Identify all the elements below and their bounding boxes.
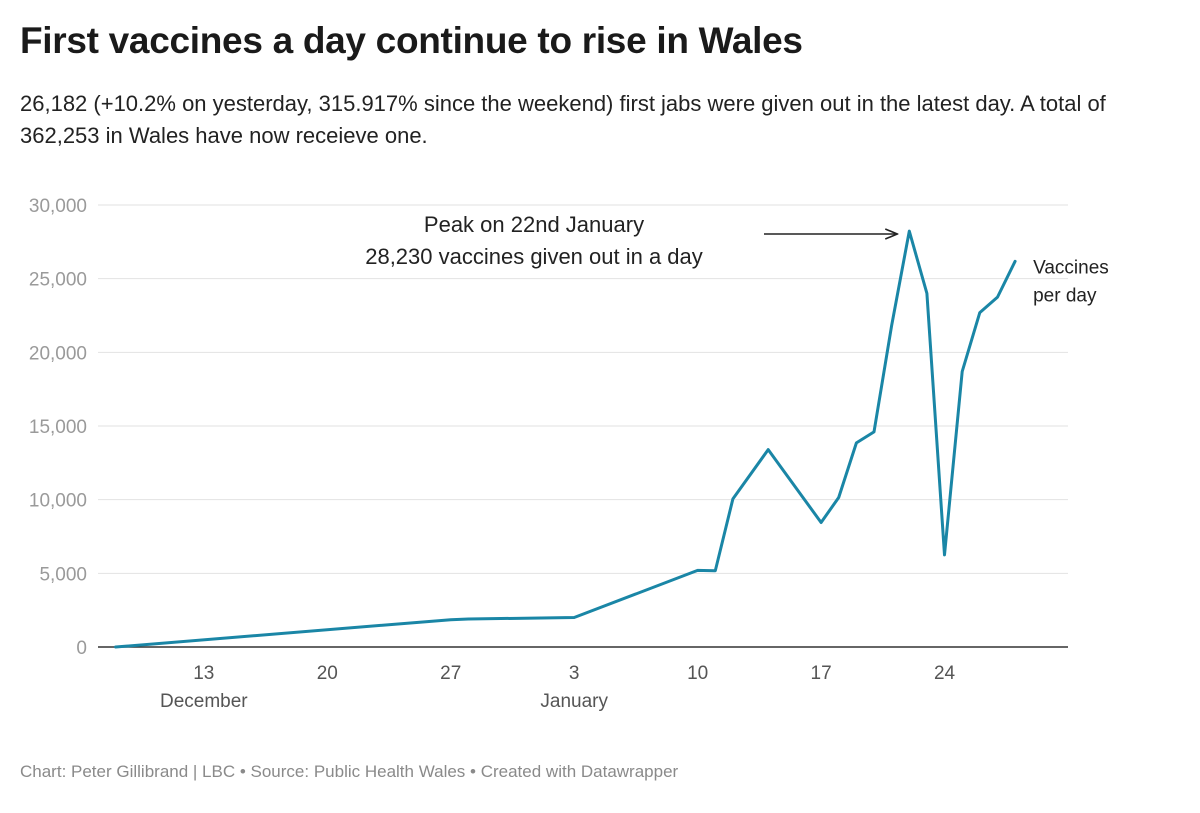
y-tick-label: 25,000 xyxy=(29,270,87,291)
x-axis-ticks: 13 December 20 27 3 January 10 17 24 xyxy=(160,663,956,712)
x-tick-label: 17 xyxy=(811,663,832,684)
series-layer: Vaccines per day xyxy=(114,229,1109,649)
y-tick-label: 10,000 xyxy=(29,491,87,512)
x-tick-label: 27 xyxy=(440,663,461,684)
x-tick-label: 20 xyxy=(317,663,338,684)
x-tick-sublabel: December xyxy=(160,691,248,712)
y-tick-label: 5,000 xyxy=(39,564,87,585)
x-tick-label: 3 xyxy=(569,663,580,684)
chart-title: First vaccines a day continue to rise in… xyxy=(20,20,803,61)
x-tick-label: 13 xyxy=(193,663,214,684)
y-tick-label: 0 xyxy=(76,638,87,659)
y-axis-ticks: 0 5,000 10,000 15,000 20,000 25,000 30,000 xyxy=(29,196,87,659)
y-tick-label: 20,000 xyxy=(29,343,87,364)
gridlines xyxy=(98,204,1068,648)
series-label: Vaccines xyxy=(1033,257,1109,278)
chart-credit: Chart: Peter Gillibrand | LBC • Source: … xyxy=(20,762,679,781)
y-tick-label: 15,000 xyxy=(29,417,87,438)
series-label: per day xyxy=(1033,285,1097,306)
y-tick-label: 30,000 xyxy=(29,196,87,217)
x-tick-sublabel: January xyxy=(540,691,608,712)
series-line xyxy=(114,229,1017,649)
x-tick-label: 24 xyxy=(934,663,956,684)
chart-subtitle: 26,182 (+10.2% on yesterday, 315.917% si… xyxy=(20,91,1106,148)
annotation-text: Peak on 22nd January xyxy=(424,212,644,237)
x-tick-label: 10 xyxy=(687,663,708,684)
annotation-text: 28,230 vaccines given out in a day xyxy=(365,244,703,269)
annotation-layer: Peak on 22nd January 28,230 vaccines give… xyxy=(365,212,897,269)
